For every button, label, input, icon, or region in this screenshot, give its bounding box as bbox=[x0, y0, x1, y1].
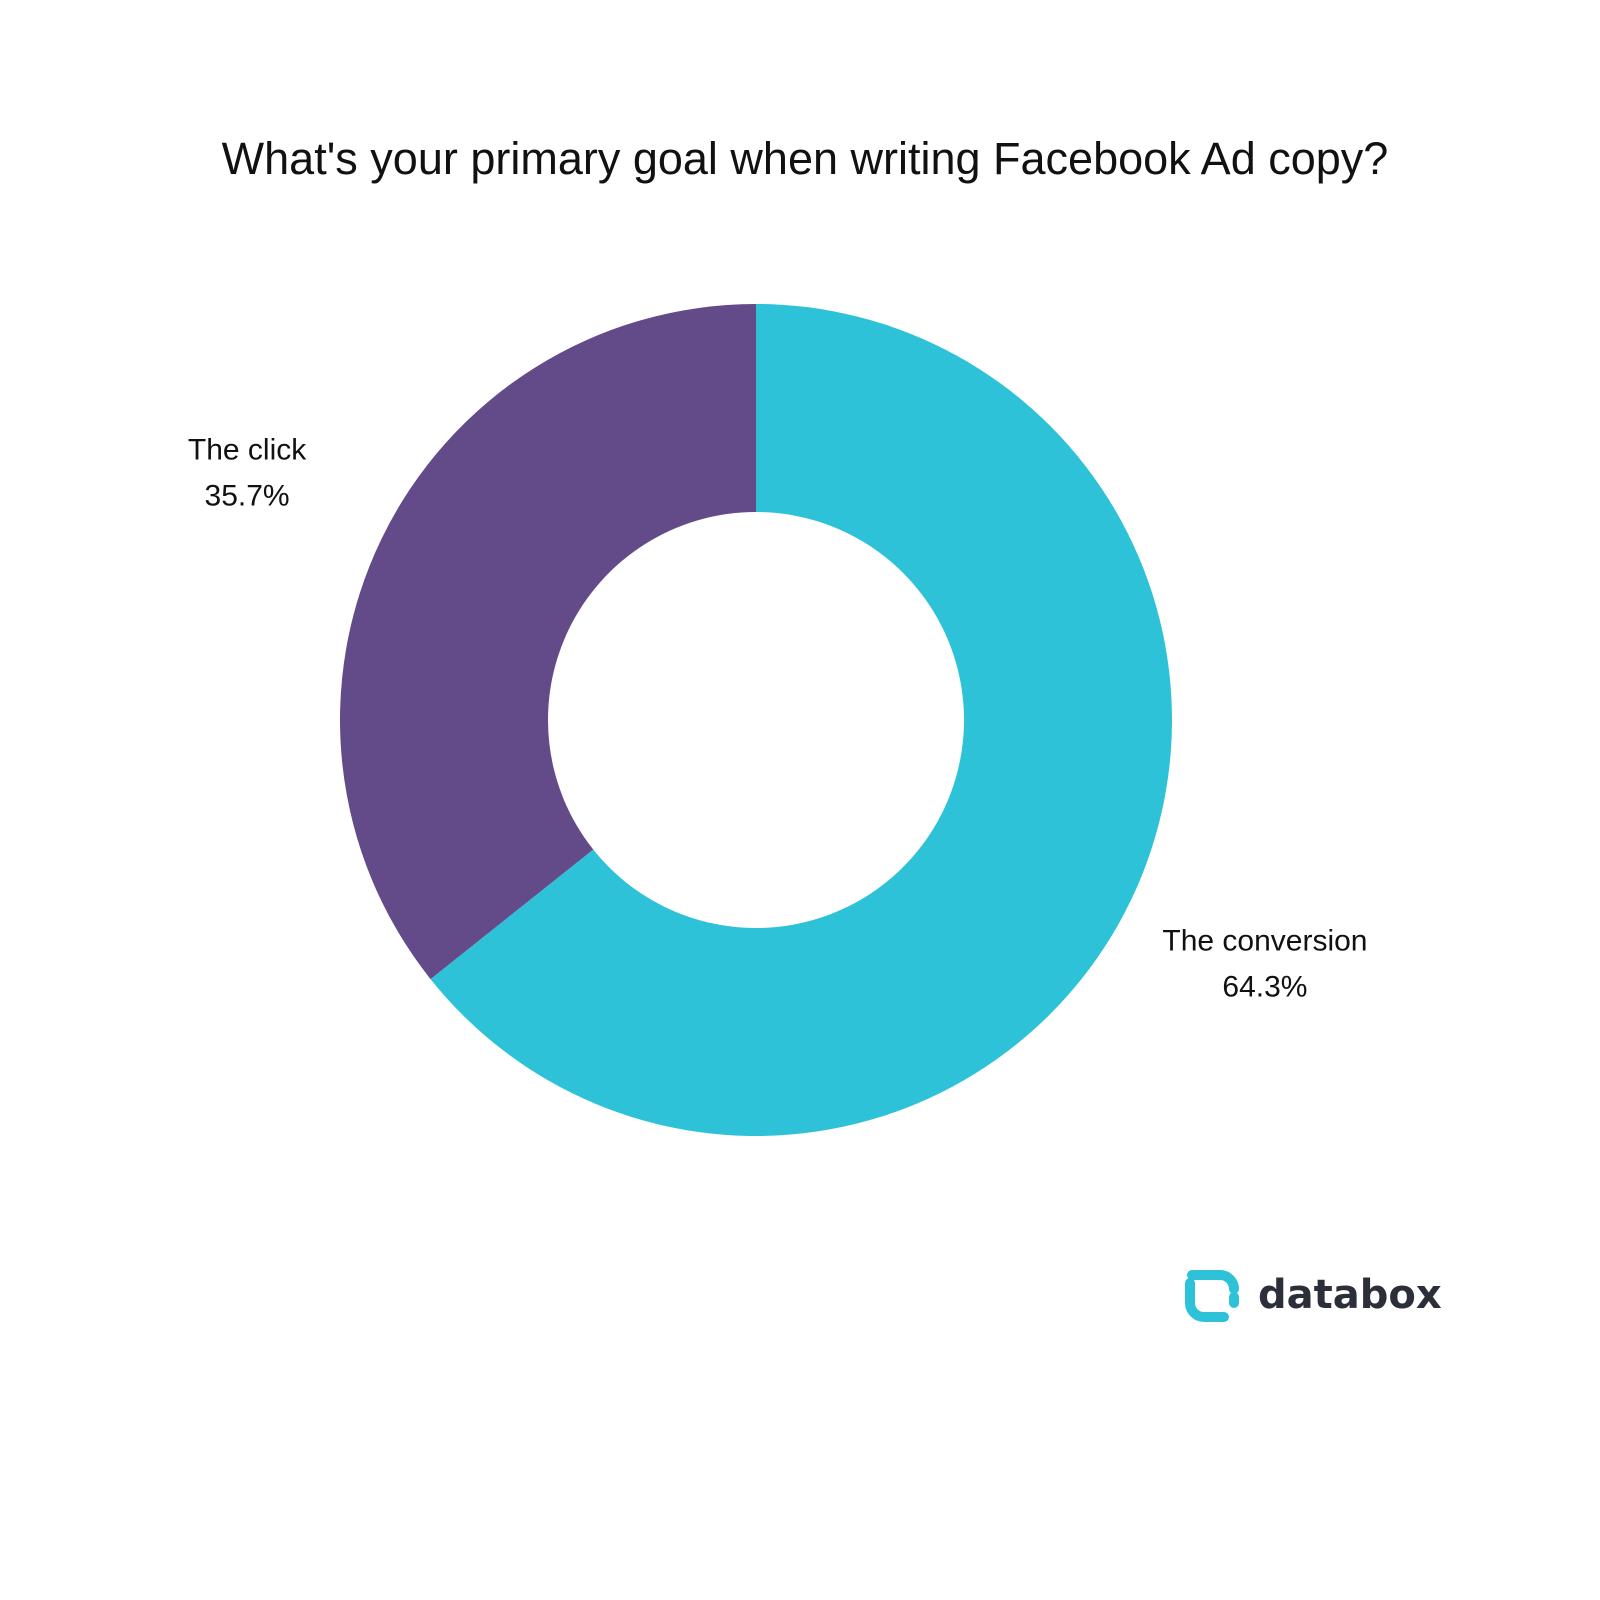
slice-value-label: 64.3% bbox=[1222, 970, 1307, 1003]
brand-logo: databox bbox=[1185, 1270, 1442, 1322]
chart-title: What's your primary goal when writing Fa… bbox=[222, 133, 1389, 184]
donut-slice bbox=[430, 304, 1173, 1136]
slice-category-label: The click bbox=[188, 434, 307, 467]
brand-icon bbox=[1185, 1270, 1239, 1322]
brand-name: databox bbox=[1258, 1272, 1442, 1318]
slice-value-label: 35.7% bbox=[205, 480, 290, 513]
slice-category-label: The conversion bbox=[1162, 924, 1367, 957]
donut-slice bbox=[340, 304, 756, 980]
